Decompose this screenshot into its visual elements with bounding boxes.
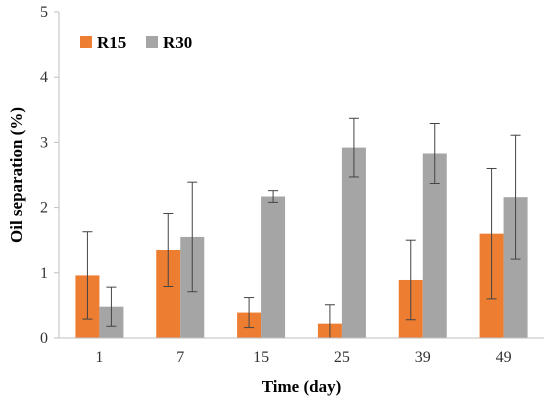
- legend-label-r30: R30: [163, 33, 192, 52]
- x-tick-label-39: 39: [415, 349, 431, 366]
- bar-r30-39: [422, 153, 447, 338]
- error-bars-group: [82, 117, 521, 339]
- x-axis-ticks: 1 7 15 25 39 49: [95, 349, 511, 366]
- x-tick-label-15: 15: [253, 349, 269, 366]
- y-tick-label: 3: [40, 134, 48, 151]
- x-axis-title: Time (day): [262, 377, 342, 396]
- bars-group: [75, 147, 528, 338]
- bar-r30-25: [341, 147, 366, 338]
- y-tick-label: 1: [40, 265, 48, 282]
- legend-swatch-r15: [80, 36, 92, 48]
- x-tick-label-49: 49: [496, 349, 512, 366]
- y-tick-label: 4: [40, 69, 48, 86]
- y-tick-label: 2: [40, 200, 48, 217]
- y-tick-label: 5: [40, 4, 48, 21]
- x-tick-label-1: 1: [95, 349, 103, 366]
- x-tick-label-25: 25: [334, 349, 350, 366]
- x-tick-label-7: 7: [176, 349, 184, 366]
- y-axis-title: Oil separation (%): [7, 107, 26, 243]
- y-tick-label: 0: [40, 330, 48, 347]
- bar-r30-15: [261, 196, 286, 338]
- y-axis-ticks: 0 1 2 3 4 5: [40, 4, 59, 347]
- legend: R15 R30: [80, 33, 192, 52]
- legend-swatch-r30: [146, 36, 158, 48]
- legend-label-r15: R15: [97, 33, 126, 52]
